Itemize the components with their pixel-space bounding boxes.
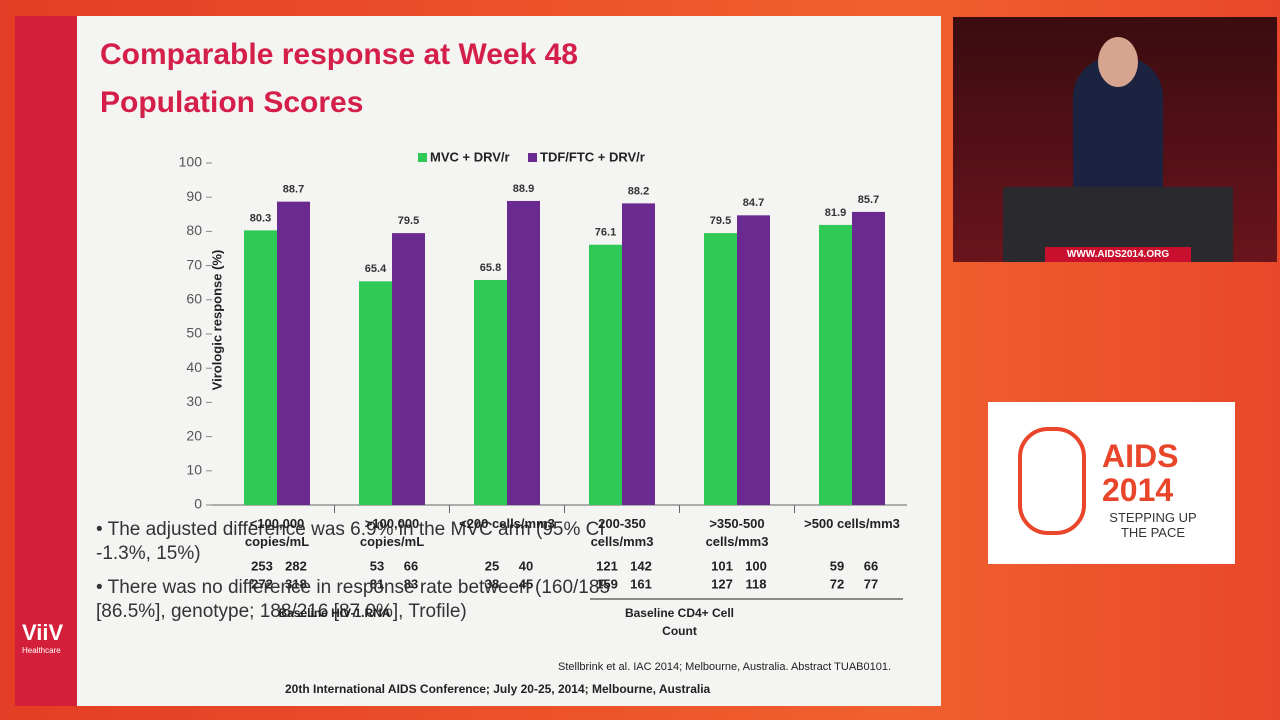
logo-year: 2014 [1102, 472, 1174, 508]
y-tick-label: 40 [186, 359, 202, 375]
bar [277, 201, 310, 505]
value-label: 85.7 [858, 194, 879, 206]
subject-count: 121 [596, 558, 618, 573]
bar [589, 244, 622, 505]
bar [737, 215, 770, 506]
bullets: • The adjusted difference was 6.9% in th… [96, 518, 656, 624]
y-tick-label: 100 [179, 154, 203, 170]
bullet-text: There was no difference in response rate… [96, 577, 611, 622]
subject-count: 66 [864, 558, 878, 573]
value-label: 65.4 [365, 263, 387, 275]
subject-count: 142 [630, 558, 652, 573]
subject-count: 81 [370, 576, 384, 591]
bar [704, 233, 737, 506]
logo-name: AIDS [1102, 438, 1179, 474]
subject-count: 72 [830, 576, 844, 591]
bar [622, 203, 655, 505]
y-tick-label: 10 [186, 462, 202, 478]
slide-strip [15, 16, 77, 706]
subject-count: 40 [519, 558, 533, 573]
bar [819, 224, 852, 506]
subject-count: 253 [251, 558, 273, 573]
subject-count: 59 [830, 558, 844, 573]
x-tick-label: <200 cells/mm3 [459, 516, 555, 531]
subject-count: 53 [370, 558, 384, 573]
y-tick-label: 80 [186, 222, 202, 238]
subject-count: 38 [485, 576, 499, 591]
value-label: 81.9 [825, 207, 846, 219]
legend-label: MVC + DRV/r [430, 149, 510, 164]
value-label: 79.5 [710, 215, 731, 227]
legend-swatch [418, 153, 427, 162]
legend-swatch [528, 153, 537, 162]
subject-count: 77 [864, 576, 878, 591]
legend-label: TDF/FTC + DRV/r [540, 149, 645, 164]
conference-logo: AIDS 2014 STEPPING UP THE PACE [988, 402, 1235, 564]
bar [359, 281, 392, 505]
bar [852, 211, 885, 505]
value-label: 65.8 [480, 262, 501, 274]
x-tick-label: >100,000 copies/mL [359, 516, 425, 549]
bar [392, 233, 425, 506]
y-tick-label: 30 [186, 393, 202, 409]
x-tick-label: 200-350 cells/mm3 [590, 516, 654, 549]
bar [244, 230, 277, 505]
group-label: Baseline CD4+ Cell Count [624, 606, 735, 638]
subject-count: 272 [251, 576, 273, 591]
subject-count: 159 [596, 576, 618, 591]
subject-count: 83 [404, 576, 418, 591]
subject-count: 161 [630, 576, 652, 591]
speaker-head [1098, 37, 1138, 87]
slide-title: Comparable response at Week 48 [100, 38, 578, 71]
video-panel: WWW.AIDS2014.ORG [953, 17, 1277, 262]
subject-count: 118 [746, 576, 767, 591]
subject-count: 282 [285, 558, 307, 573]
y-tick-label: 0 [194, 496, 202, 512]
subject-count: 101 [711, 558, 733, 573]
group-label: Baseline HIV-1 RNA [278, 606, 391, 620]
value-label: 76.1 [595, 227, 616, 239]
subject-count: 45 [519, 576, 533, 591]
slide-subtitle: Population Scores [100, 86, 364, 119]
bar [507, 200, 540, 505]
bar [474, 279, 507, 505]
value-label: 88.2 [628, 185, 649, 197]
bullet: • The adjusted difference was 6.9% in th… [96, 519, 605, 564]
x-tick-label: <100,000 copies/mL [244, 516, 310, 549]
bullet: • There was no difference in response ra… [96, 577, 611, 622]
subject-count: 318 [285, 576, 307, 591]
y-tick-label: 60 [186, 291, 202, 307]
bullet-text: The adjusted difference was 6.9% in the … [96, 519, 605, 564]
citation: Stellbrink et al. IAC 2014; Melbourne, A… [558, 661, 892, 673]
value-label: 79.5 [398, 215, 419, 227]
subject-count: 127 [711, 576, 733, 591]
subject-count: 25 [485, 558, 499, 573]
x-tick-label: >500 cells/mm3 [804, 516, 900, 531]
value-label: 88.7 [283, 184, 304, 196]
y-axis-label: Virologic response (%) [209, 250, 224, 391]
value-label: 84.7 [743, 197, 764, 209]
y-tick-label: 70 [186, 256, 202, 272]
logo: ViiV [22, 620, 64, 645]
subject-count: 100 [745, 558, 767, 573]
subject-count: 66 [404, 558, 418, 573]
value-label: 88.9 [513, 183, 534, 195]
banner: WWW.AIDS2014.ORG [1045, 247, 1191, 262]
value-label: 80.3 [250, 212, 271, 224]
y-tick-label: 20 [186, 427, 202, 443]
footer: 20th International AIDS Conference; July… [285, 682, 711, 696]
logo-figure [1018, 427, 1086, 535]
logo-tagline: STEPPING UP THE PACE [1109, 510, 1197, 540]
y-tick-label: 90 [186, 188, 202, 204]
logo-sub: Healthcare [22, 646, 61, 655]
y-tick-label: 50 [186, 325, 202, 341]
x-tick-label: >350-500 cells/mm3 [705, 516, 769, 549]
